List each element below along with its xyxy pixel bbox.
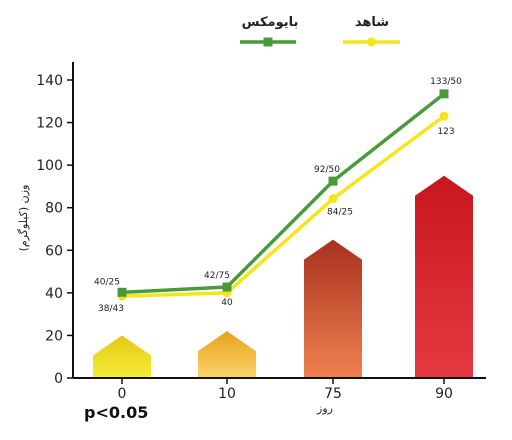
bars-layer <box>93 175 473 378</box>
legend-label: شاهد <box>355 15 389 30</box>
series-line-biomax <box>121 92 446 295</box>
y-tick-label: 60 <box>45 243 63 259</box>
data-point <box>328 176 338 186</box>
data-point <box>328 194 338 204</box>
bar-90 <box>415 175 473 378</box>
bar-0 <box>93 335 151 378</box>
data-label: 40/25 <box>94 277 120 287</box>
data-point <box>222 282 232 292</box>
x-tick-label: 10 <box>218 386 236 402</box>
x-tick-label: 90 <box>435 386 453 402</box>
legend-marker <box>263 37 273 47</box>
x-axis-title: روز <box>316 402 333 415</box>
legend: بایومکس شاهد <box>240 15 400 47</box>
data-label: 84/25 <box>327 208 353 218</box>
y-tick-label: 100 <box>36 158 63 174</box>
y-tick-label: 140 <box>36 73 63 89</box>
data-label: 133/50 <box>430 77 462 87</box>
y-axis-title: وزن (کیلوگرم) <box>17 185 30 252</box>
significance-note: p<0.05 <box>84 403 148 422</box>
data-point <box>439 89 449 99</box>
x-tick-labels: 0 10 75 90 <box>118 378 453 402</box>
legend-label: بایومکس <box>242 15 299 30</box>
y-tick-label: 40 <box>45 286 63 302</box>
legend-marker <box>367 37 376 47</box>
series-line-control <box>121 114 446 298</box>
y-tick-label: 20 <box>45 328 63 344</box>
y-tick-label: 0 <box>54 371 63 387</box>
axes-layer <box>72 62 486 379</box>
data-label: 123 <box>437 127 454 137</box>
y-tick-label: 80 <box>45 201 63 217</box>
bar-10 <box>198 331 256 378</box>
data-label: 42/75 <box>204 271 230 281</box>
data-label: 40 <box>221 298 233 308</box>
x-tick-label: 0 <box>118 386 127 402</box>
data-point <box>117 287 127 297</box>
series-layer <box>117 89 449 301</box>
data-point <box>439 111 449 121</box>
y-tick-label: 120 <box>36 116 63 132</box>
data-label: 38/43 <box>98 304 124 314</box>
x-tick-label: 75 <box>324 386 342 402</box>
y-tick-labels: 0 20 40 60 80 100 120 140 <box>36 73 73 387</box>
bar-75 <box>304 239 362 378</box>
data-labels: 40/25 42/75 92/50 133/50 38/43 40 84/25 123 <box>94 77 462 314</box>
data-label: 92/50 <box>314 165 340 175</box>
